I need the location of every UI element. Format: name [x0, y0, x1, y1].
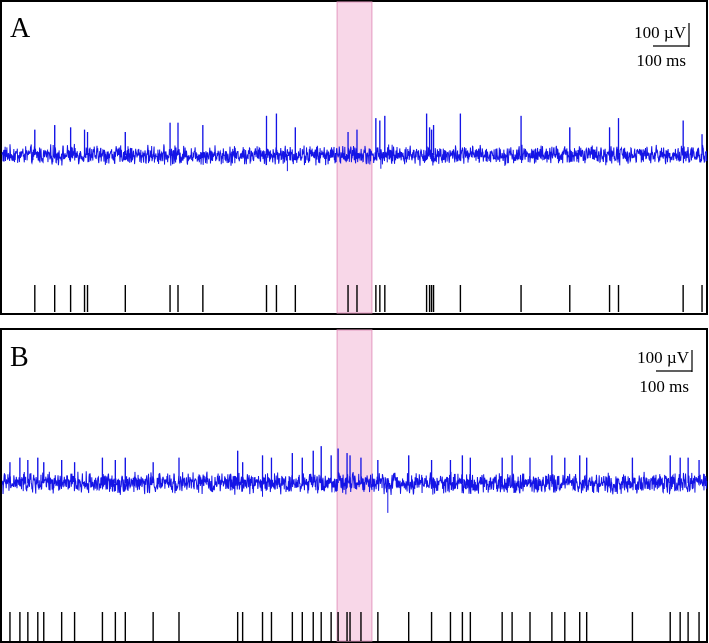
- panel-b-label: B: [10, 342, 29, 373]
- panel-b-scale-amplitude-label: 100 µV: [637, 348, 690, 367]
- panel-b-scale-time-label: 100 ms: [639, 377, 689, 396]
- panel-a-scale-bar: 100 µV 100 ms: [634, 23, 690, 70]
- panel-a-scale-amplitude-label: 100 µV: [634, 23, 687, 42]
- panel-a-event-raster: [34, 285, 703, 312]
- panel-b-event-raster: [9, 612, 700, 641]
- panel-a: A 100 µV 100 ms: [0, 0, 708, 315]
- panel-a-scale-time-label: 100 ms: [636, 51, 686, 70]
- panel-b: B 100 µV 100 ms: [0, 328, 708, 643]
- panel-b-scale-bar: 100 µV 100 ms: [637, 348, 693, 396]
- panel-a-label: A: [10, 13, 31, 44]
